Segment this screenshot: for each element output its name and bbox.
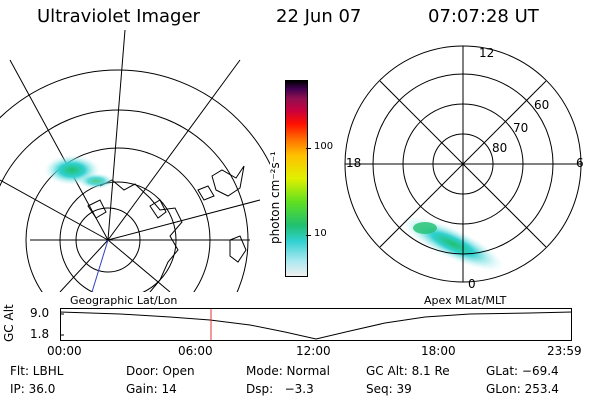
mlt-label-12: 12 — [479, 46, 495, 60]
polar-plot — [344, 45, 582, 283]
intensity-colorbar — [285, 80, 308, 277]
altitude-min-label: 1.8 — [30, 327, 50, 341]
time-tick-1800: 18:00 — [421, 344, 456, 358]
altitude-max-label: 9.0 — [30, 306, 50, 320]
dsp-info: Dsp: −3.3 — [246, 382, 314, 396]
mlat-label-70: 70 — [513, 121, 529, 135]
colorbar-unit-label: photon cm⁻²s⁻¹ — [268, 151, 282, 244]
sequence-info: Seq: 39 — [366, 382, 412, 396]
time-tick-2359: 23:59 — [547, 344, 582, 358]
glon-info: GLon: 253.4 — [486, 382, 559, 396]
mlt-label-6: 6 — [576, 156, 584, 170]
satellite-track — [91, 239, 109, 292]
mlt-label-0: 0 — [468, 277, 476, 291]
glat-info: GLat: −69.4 — [486, 364, 559, 378]
left-panel-caption: Geographic Lat/Lon — [70, 294, 178, 307]
right-panel-caption: Apex MLat/MLT — [424, 294, 507, 307]
ip-info: IP: 36.0 — [10, 382, 56, 396]
mode-info: Mode: Normal — [246, 364, 330, 378]
altitude-strip-plot — [60, 308, 572, 341]
colorbar-tick-mark — [306, 148, 311, 149]
colorbar-tick-mark — [306, 235, 311, 236]
altitude-axis-label: GC Alt — [2, 304, 16, 342]
altitude-info: GC Alt: 8.1 Re — [366, 364, 450, 378]
mlt-label-18: 18 — [346, 156, 362, 170]
time-tick-0000: 00:00 — [47, 344, 82, 358]
altitude-curve — [60, 311, 572, 340]
gain-info: Gain: 14 — [126, 382, 177, 396]
aurora-oval — [401, 216, 504, 272]
filter-info: Flt: LBHL — [10, 364, 64, 378]
mlat-label-60: 60 — [534, 98, 550, 112]
geographic-map — [0, 30, 270, 292]
mlat-label-80: 80 — [492, 141, 508, 155]
image-date: 22 Jun 07 — [276, 6, 362, 27]
time-tick-1200: 12:00 — [296, 344, 331, 358]
time-tick-0600: 06:00 — [178, 344, 213, 358]
colorbar-tick-100: 100 — [314, 141, 334, 152]
colorbar-tick-10: 10 — [314, 228, 327, 239]
app-title: Ultraviolet Imager — [37, 6, 200, 27]
door-info: Door: Open — [126, 364, 195, 378]
image-time: 07:07:28 UT — [428, 6, 539, 27]
